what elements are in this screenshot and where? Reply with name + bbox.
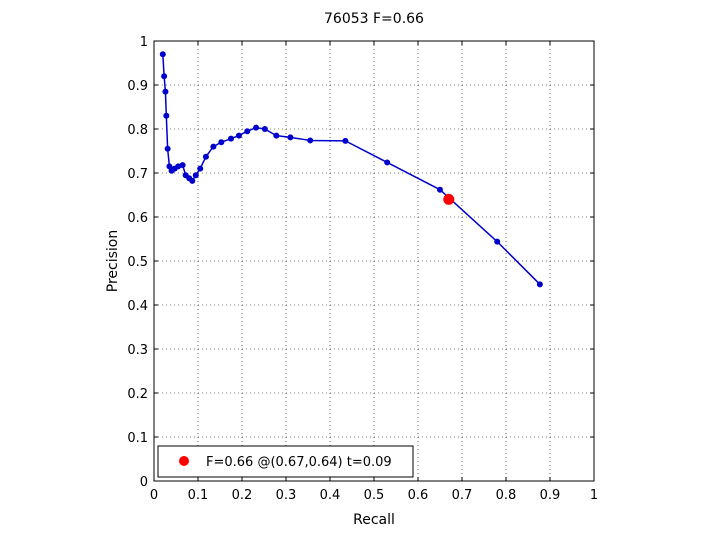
y-tick-label: 0 — [140, 475, 148, 490]
x-tick-label: 0.1 — [188, 488, 209, 503]
x-axis-label: Recall — [353, 512, 395, 528]
pr-curve-point — [384, 159, 391, 166]
pr-curve-point — [161, 73, 168, 80]
y-tick-label: 0.2 — [127, 387, 148, 402]
tick-marks — [153, 40, 595, 482]
x-tick-label: 0.9 — [540, 488, 561, 503]
pr-curve-point — [202, 153, 209, 160]
series-layer — [159, 51, 543, 288]
pr-curve-point — [261, 126, 268, 132]
x-tick-label: 0.4 — [320, 488, 341, 503]
pr-curve-point — [159, 51, 166, 58]
pr-curve-point — [192, 172, 199, 179]
grid-lines — [154, 41, 594, 481]
y-tick-label: 0.5 — [127, 255, 148, 270]
x-tick-label: 1 — [590, 488, 598, 503]
x-tick-label: 0.6 — [408, 488, 429, 503]
x-tick-label: 0.7 — [452, 488, 473, 503]
y-tick-label: 0.8 — [127, 123, 148, 138]
y-tick-labels: 0 0.1 0.2 0.3 0.4 0.5 0.6 0.7 0.8 0.9 1 — [127, 35, 148, 490]
pr-curve-point — [437, 186, 443, 193]
legend: F=0.66 @(0.67,0.64) t=0.09 — [157, 445, 414, 478]
y-tick-label: 0.1 — [127, 431, 148, 446]
x-tick-label: 0.5 — [364, 488, 385, 503]
y-tick-label: 0.3 — [127, 343, 148, 358]
y-axis-label: Precision — [105, 230, 121, 292]
y-tick-label: 0.4 — [127, 299, 148, 314]
x-tick-labels: 0 0.1 0.2 0.3 0.4 0.5 0.6 0.7 0.8 0.9 1 — [150, 488, 598, 503]
pr-curve-point — [342, 137, 349, 144]
x-tick-label: 0.2 — [232, 488, 253, 503]
pr-curve-point — [189, 177, 196, 184]
pr-curve-point — [536, 281, 543, 288]
pr-curve-point — [494, 238, 501, 245]
pr-curve-point — [179, 162, 186, 169]
pr-curve-point — [244, 128, 251, 135]
legend-box — [157, 445, 414, 478]
pr-curve-point — [287, 134, 294, 141]
x-tick-label: 0 — [150, 488, 158, 503]
y-tick-label: 0.6 — [127, 211, 148, 226]
y-tick-label: 0.7 — [127, 167, 148, 182]
pr-curve-point — [228, 135, 234, 142]
pr-curve-point — [218, 139, 225, 146]
pr-curve-point — [163, 112, 170, 119]
y-tick-label: 0.9 — [127, 79, 148, 94]
chart-title: 76053 F=0.66 — [324, 11, 424, 27]
pr-curve-point — [164, 145, 171, 152]
x-tick-label: 0.8 — [496, 488, 517, 503]
pr-curve-point — [273, 132, 280, 139]
pr-curve-point — [235, 132, 242, 139]
x-tick-label: 0.3 — [276, 488, 297, 503]
pr-curve-point — [197, 165, 204, 172]
legend-marker — [179, 456, 189, 466]
legend-label: F=0.66 @(0.67,0.64) t=0.09 — [206, 455, 392, 470]
pr-curve-point — [210, 143, 217, 150]
best-f-point — [443, 193, 455, 205]
pr-curve-point — [307, 137, 314, 144]
pr-curve-point — [162, 88, 169, 95]
y-tick-label: 1 — [140, 35, 148, 50]
pr-curve-point — [253, 124, 260, 131]
